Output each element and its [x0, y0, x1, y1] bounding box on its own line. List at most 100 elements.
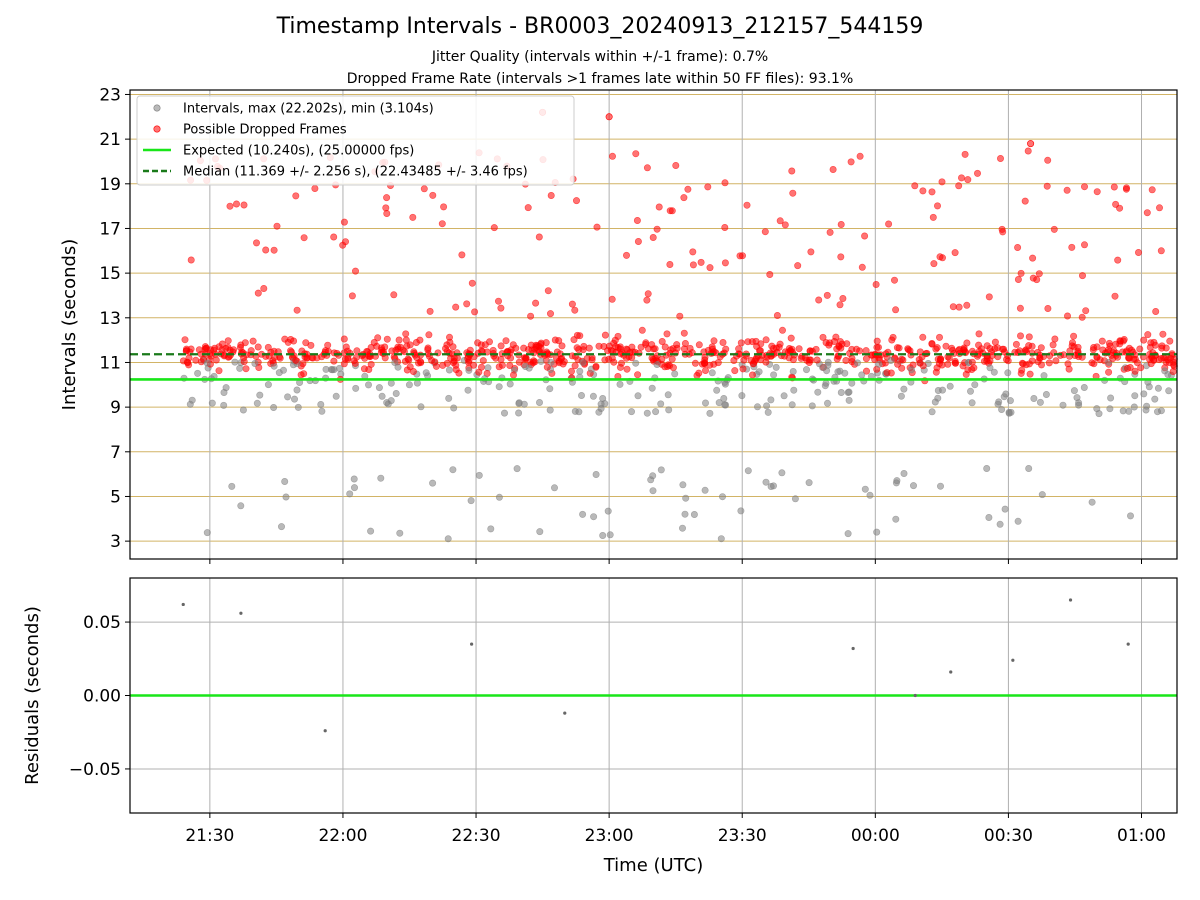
dropped-frame-point [932, 345, 940, 353]
dropped-frame-point [856, 152, 864, 160]
dropped-frame-point [955, 182, 963, 190]
dropped-frame-point [489, 346, 497, 354]
interval-point [484, 364, 492, 372]
legend-marker [153, 125, 161, 133]
dropped-frame-point [661, 343, 669, 351]
top-points [179, 108, 1178, 543]
dropped-frame-point [392, 346, 400, 354]
dropped-frame-point [572, 197, 580, 205]
dropped-frame-point [672, 162, 680, 170]
dropped-frame-point [813, 356, 821, 364]
dropped-frame-point [1158, 344, 1166, 352]
interval-point [632, 359, 640, 367]
dropped-frame-point [429, 191, 437, 199]
interval-point [599, 531, 607, 539]
interval-point [270, 403, 278, 411]
dropped-frame-point [273, 222, 281, 230]
interval-point [188, 396, 196, 404]
top-ytick-label: 15 [99, 264, 121, 284]
interval-point [789, 367, 797, 375]
interval-point [413, 379, 421, 387]
dropped-frame-point [1014, 244, 1022, 252]
interval-point [237, 502, 245, 510]
residual-point [323, 729, 327, 733]
dropped-frame-point [240, 358, 248, 366]
dropped-frame-point [1018, 359, 1026, 367]
dropped-frame-point [344, 355, 352, 363]
dropped-frame-point [837, 221, 845, 229]
interval-point [808, 402, 816, 410]
interval-point [1042, 390, 1050, 398]
dropped-frame-point [895, 344, 903, 352]
dropped-frame-point [458, 251, 466, 259]
dropped-frame-point [452, 303, 460, 311]
dropped-frame-point [1012, 340, 1020, 348]
dropped-frame-point [975, 330, 983, 338]
dropped-frame-point [490, 224, 498, 232]
dropped-frame-point [1131, 367, 1139, 375]
dropped-frame-point [1044, 304, 1052, 312]
dropped-frame-point [829, 166, 837, 174]
dropped-frame-point [932, 368, 940, 376]
dropped-frame-point [807, 248, 815, 256]
dropped-frame-point [890, 276, 898, 284]
dropped-frame-point [862, 367, 870, 375]
interval-point [290, 395, 298, 403]
dropped-frame-point [1148, 186, 1156, 194]
top-ytick-label: 19 [99, 175, 121, 195]
bottom-xtick-label: 00:00 [851, 826, 900, 846]
dropped-frame-point [623, 365, 631, 373]
interval-point [971, 381, 979, 389]
dropped-frame-point [262, 246, 270, 254]
dropped-frame-point [704, 183, 712, 191]
interval-point [449, 466, 457, 474]
interval-point [495, 493, 503, 501]
dropped-frame-point [440, 203, 448, 211]
dropped-frame-point [975, 341, 983, 349]
interval-point [1140, 390, 1148, 398]
dropped-frame-point [425, 331, 433, 339]
dropped-frame-point [382, 204, 390, 212]
dropped-frame-point [961, 150, 969, 158]
dropped-frame-point [781, 221, 789, 229]
interval-point [791, 495, 799, 503]
dropped-frame-point [634, 371, 642, 379]
dropped-frame-point [731, 367, 739, 375]
dropped-frame-point [872, 280, 880, 288]
dropped-frame-point [324, 341, 332, 349]
interval-point [875, 360, 883, 368]
interval-point [318, 407, 326, 415]
interval-point [350, 475, 358, 483]
interval-point [1004, 369, 1012, 377]
top-lines [130, 353, 1177, 381]
legend-entry: Expected (10.240s), (25.00000 fps) [183, 144, 414, 159]
interval-point [648, 384, 656, 392]
interval-point [1014, 517, 1022, 525]
dropped-frame-point [873, 343, 881, 351]
dropped-frame-point [658, 337, 666, 345]
interval-point [892, 515, 900, 523]
dropped-frame-point [1050, 225, 1058, 233]
bottom-xtick-label: 23:30 [718, 826, 767, 846]
dropped-frame-point [996, 155, 1004, 163]
interval-point [281, 477, 289, 485]
dropped-frame-point [254, 343, 262, 351]
interval-point [467, 497, 475, 505]
interval-point [445, 394, 453, 402]
interval-point [845, 396, 853, 404]
dropped-frame-point [862, 355, 870, 363]
interval-point [1088, 498, 1096, 506]
interval-point [753, 403, 761, 411]
top-axes-frame [129, 89, 1178, 560]
dropped-frame-point [1135, 249, 1143, 257]
dropped-frame-point [701, 356, 709, 364]
dropped-frame-point [892, 306, 900, 314]
dropped-frame-point [951, 357, 959, 365]
dropped-frame-point [963, 301, 971, 309]
dropped-frame-point [915, 356, 923, 364]
dropped-frame-point [201, 343, 209, 351]
interval-point [717, 535, 725, 543]
residual-point [181, 602, 185, 607]
dropped-frame-point [697, 258, 705, 266]
